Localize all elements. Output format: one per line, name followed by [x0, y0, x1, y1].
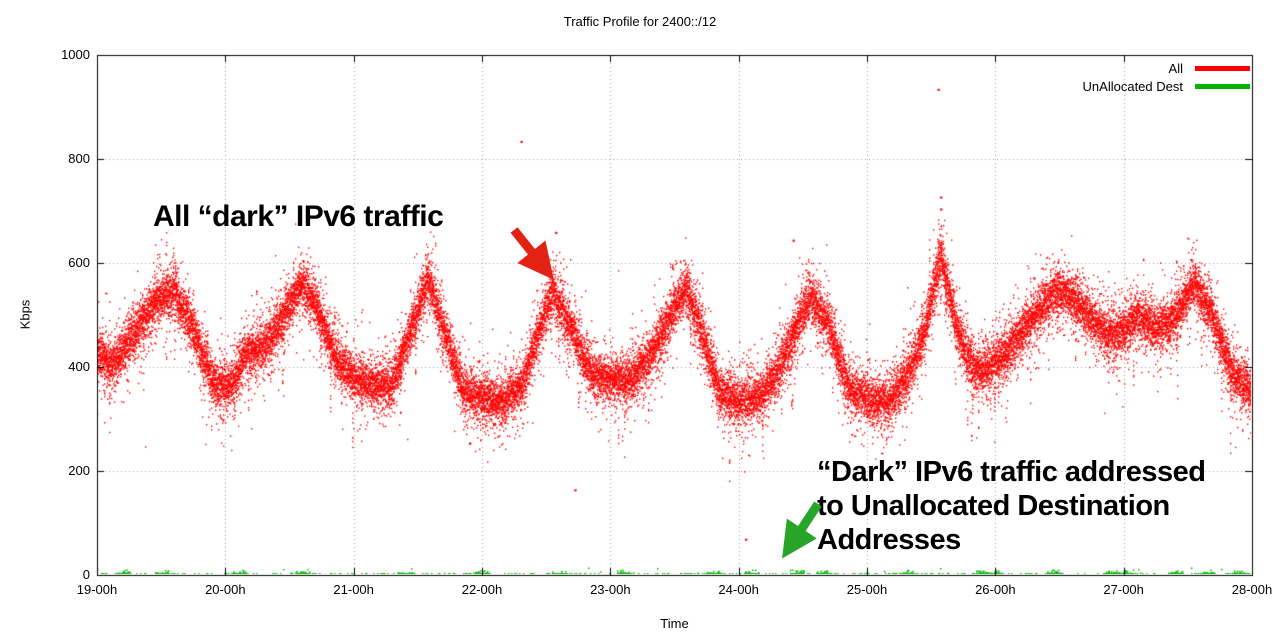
- x-tick-label: 20-00h: [205, 582, 246, 597]
- y-tick-label: 1000: [61, 47, 90, 62]
- legend: All UnAllocated Dest: [1083, 61, 1250, 94]
- y-tick-label: 800: [68, 151, 90, 166]
- annotation-unallocated-line1: “Dark” IPv6 traffic addressed: [817, 456, 1206, 488]
- x-tick-label: 23-00h: [590, 582, 631, 597]
- x-tick-label: 26-00h: [975, 582, 1016, 597]
- legend-label-all: All: [1168, 61, 1183, 76]
- legend-item-all: All: [1083, 61, 1250, 76]
- x-tick-label: 22-00h: [461, 582, 503, 597]
- y-tick-label: 0: [82, 567, 90, 582]
- red-arrow-icon: [510, 227, 554, 280]
- y-tick-label: 200: [68, 463, 90, 478]
- y-axis-label: Kbps: [17, 299, 33, 330]
- annotation-unallocated-dest: “Dark” IPv6 traffic addressed to Unalloc…: [817, 455, 1206, 557]
- x-tick-label: 27-00h: [1103, 582, 1144, 597]
- green-arrow-icon: [782, 501, 822, 559]
- legend-label-unallocated: UnAllocated Dest: [1082, 79, 1183, 94]
- legend-item-unallocated: UnAllocated Dest: [1083, 79, 1250, 94]
- legend-swatch-unallocated: [1195, 84, 1250, 89]
- x-tick-label: 25-00h: [846, 582, 888, 597]
- x-tick-label: 24-00h: [718, 582, 759, 597]
- chart-title: Traffic Profile for 2400::/12: [563, 14, 717, 29]
- y-tick-label: 600: [68, 255, 90, 270]
- y-tick-label: 400: [68, 359, 90, 374]
- x-tick-label: 19-00h: [76, 582, 118, 597]
- x-tick-label: 28-00h: [1231, 582, 1273, 597]
- annotation-unallocated-line2: to Unallocated Destination: [817, 490, 1170, 522]
- annotation-all-dark-traffic: All “dark” IPv6 traffic: [153, 200, 444, 233]
- legend-swatch-all: [1195, 66, 1250, 71]
- x-tick-label: 21-00h: [333, 582, 374, 597]
- annotation-unallocated-line3: Addresses: [817, 524, 961, 556]
- x-axis-label: Time: [660, 616, 689, 631]
